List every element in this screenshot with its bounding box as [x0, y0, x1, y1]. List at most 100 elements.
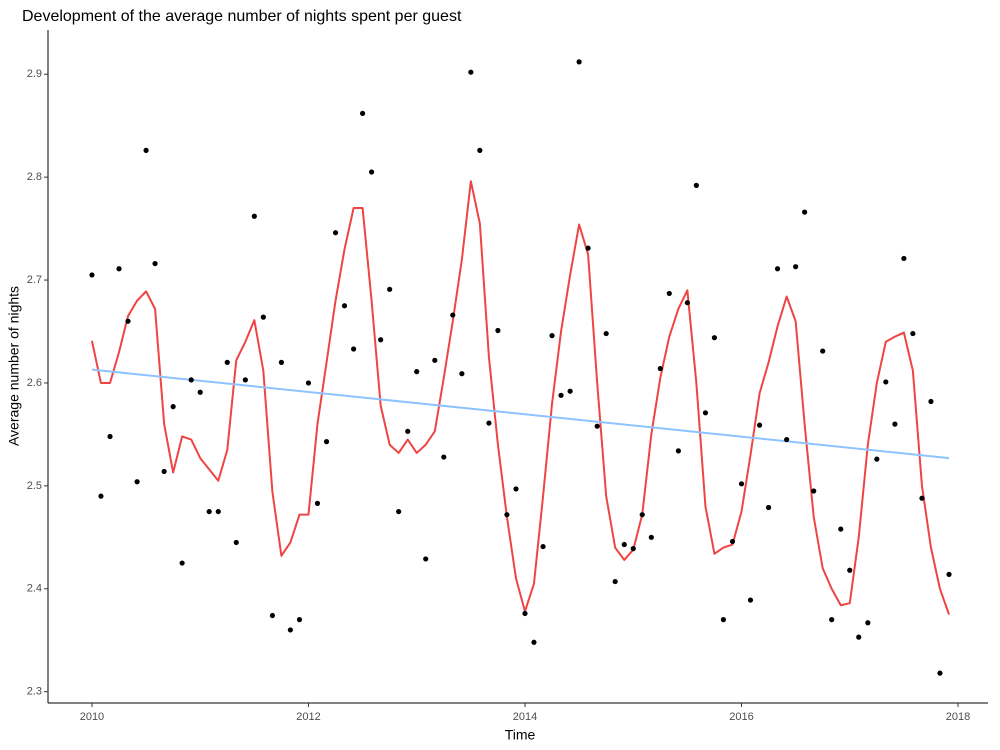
data-point — [838, 526, 844, 532]
data-point — [540, 543, 546, 550]
data-point — [432, 357, 438, 363]
data-point — [621, 541, 627, 548]
data-point — [405, 428, 411, 434]
y-tick-label: 2.4 — [27, 583, 42, 595]
data-point — [847, 567, 853, 573]
data-point — [820, 348, 826, 354]
data-point — [729, 538, 736, 545]
data-point — [116, 266, 122, 272]
data-point — [946, 571, 952, 577]
data-point — [928, 398, 934, 405]
data-point — [910, 330, 916, 337]
data-point — [179, 560, 185, 566]
data-point — [161, 468, 167, 475]
data-point — [811, 488, 817, 494]
data-point — [396, 508, 402, 515]
data-point — [215, 508, 221, 515]
y-tick-label: 2.6 — [27, 377, 42, 389]
x-tick-label: 2018 — [946, 711, 970, 723]
data-point — [747, 597, 754, 603]
y-tick-label: 2.3 — [27, 686, 42, 698]
data-point — [459, 371, 465, 377]
data-point — [477, 147, 483, 153]
data-point — [720, 617, 727, 623]
data-point — [287, 627, 293, 633]
x-tick-label: 2016 — [729, 711, 753, 723]
data-point — [441, 454, 447, 460]
data-point — [314, 500, 321, 506]
data-point — [414, 369, 420, 375]
y-axis-label: Average number of nights — [6, 286, 22, 446]
x-tick-label: 2012 — [296, 711, 320, 723]
data-point — [829, 617, 835, 623]
data-point — [648, 534, 654, 540]
data-point — [504, 512, 510, 518]
data-point — [170, 404, 176, 410]
data-point — [594, 423, 600, 429]
data-point — [98, 493, 104, 499]
data-point — [522, 610, 528, 617]
data-point — [107, 433, 113, 440]
data-point — [774, 266, 781, 272]
data-point — [585, 245, 591, 251]
data-point — [576, 59, 582, 65]
data-point — [711, 335, 718, 341]
data-point — [856, 634, 862, 640]
data-point — [188, 377, 194, 383]
data-point — [495, 327, 501, 334]
data-point — [305, 380, 312, 386]
data-point — [892, 421, 898, 427]
x-tick-label: 2014 — [513, 711, 537, 723]
data-point — [865, 620, 871, 626]
data-point — [450, 312, 456, 318]
data-point — [251, 213, 257, 219]
data-point — [802, 209, 808, 215]
data-point — [738, 481, 745, 487]
data-point — [143, 147, 149, 153]
data-point — [666, 290, 672, 297]
line-series — [90, 180, 950, 615]
data-point — [368, 169, 375, 175]
y-tick-label: 2.8 — [27, 171, 42, 183]
data-point — [423, 556, 429, 562]
data-point — [756, 422, 763, 428]
data-point — [152, 260, 158, 267]
data-point — [883, 379, 889, 385]
data-point — [269, 612, 276, 619]
data-point — [612, 578, 618, 585]
data-point — [89, 272, 95, 278]
data-point — [675, 448, 681, 454]
data-point — [206, 508, 212, 515]
data-point — [359, 110, 366, 116]
data-point — [224, 359, 230, 365]
data-point — [549, 333, 555, 339]
data-point — [513, 486, 519, 492]
data-point — [630, 546, 636, 552]
data-point — [693, 182, 699, 188]
data-point — [242, 377, 248, 383]
data-point — [784, 436, 790, 443]
data-point — [684, 300, 690, 306]
data-point — [567, 388, 573, 394]
data-point — [558, 392, 564, 398]
line-series — [91, 368, 950, 460]
data-point — [323, 439, 330, 445]
data-point — [793, 264, 799, 270]
data-point — [765, 504, 772, 511]
data-point — [639, 512, 645, 518]
data-point — [603, 330, 609, 337]
data-point — [197, 389, 203, 395]
data-point — [468, 69, 474, 75]
data-point — [341, 303, 348, 309]
data-point — [531, 639, 537, 645]
data-point — [657, 365, 663, 372]
data-point — [296, 617, 303, 623]
data-point — [125, 318, 131, 324]
data-point — [901, 255, 907, 262]
data-point — [278, 359, 285, 365]
data-point — [874, 456, 880, 462]
data-point — [387, 286, 393, 292]
y-tick-label: 2.9 — [27, 68, 42, 80]
y-tick-label: 2.7 — [27, 274, 42, 286]
